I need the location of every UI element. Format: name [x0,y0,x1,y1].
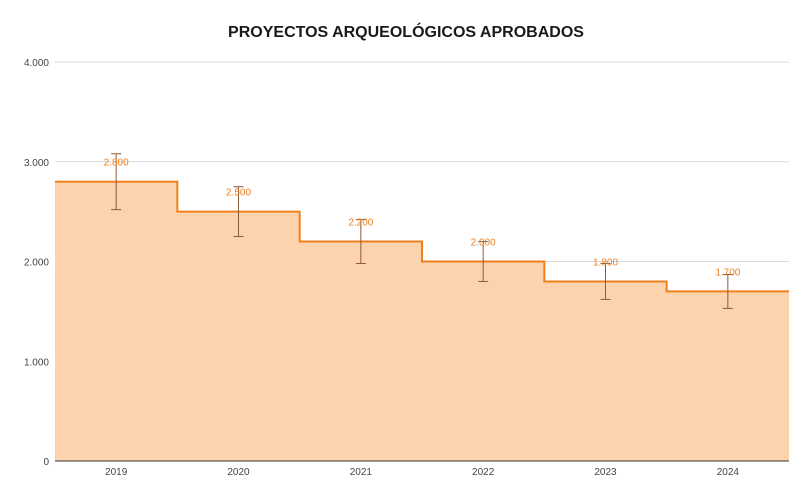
error-bar [233,186,244,238]
y-tick-label: 1.000 [24,357,49,368]
data-label: 1.700 [715,267,740,278]
y-tick-label: 3.000 [24,158,49,169]
x-axis: 2019 2020 2021 2022 2023 2024 [105,467,739,478]
error-bar [478,241,489,282]
x-tick-label: 2022 [472,467,495,478]
data-label: 2.500 [226,188,251,199]
error-bar [111,153,122,211]
area-fill [55,181,789,461]
chart-title: PROYECTOS ARQUEOLÓGICOS APROBADOS [228,22,584,41]
data-label: 2.800 [104,158,129,169]
x-tick-label: 2023 [594,467,617,478]
x-tick-label: 2020 [227,467,250,478]
data-label: 1.800 [593,257,618,268]
error-bar [355,219,366,264]
error-bar [600,262,611,300]
series-line [55,180,789,293]
data-label: 2.000 [471,238,496,249]
data-label: 2.200 [348,218,373,229]
y-tick-label: 0 [43,457,49,468]
plot-area [55,180,789,462]
x-tick-label: 2021 [350,467,373,478]
y-axis: 0 1.000 2.000 3.000 4.000 [24,58,49,468]
error-bars [111,153,733,309]
y-tick-label: 4.000 [24,58,49,69]
error-bar [722,273,733,309]
x-tick-label: 2024 [717,467,740,478]
x-tick-label: 2019 [105,467,128,478]
y-tick-label: 2.000 [24,258,49,269]
data-labels: 2.800 2.500 2.200 2.000 1.800 1.700 [104,158,741,279]
